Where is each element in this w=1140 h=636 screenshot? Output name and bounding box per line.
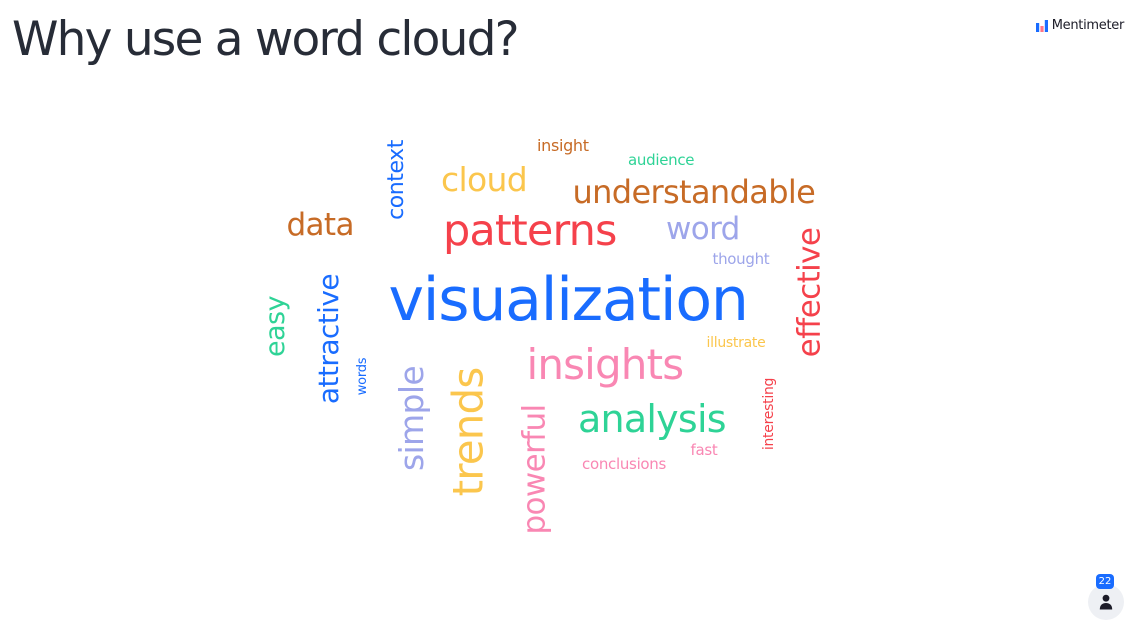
participant-count-badge: 22 <box>1096 574 1114 589</box>
logo-bar-right <box>1044 19 1048 32</box>
cloud-word-attractive: attractive <box>312 273 346 405</box>
cloud-word-simple: simple <box>391 365 431 471</box>
cloud-word-analysis: analysis <box>578 397 727 441</box>
brand-name: Mentimeter <box>1051 18 1125 33</box>
cloud-word-effective: effective <box>791 227 828 357</box>
logo-bar-left <box>1035 22 1039 32</box>
cloud-word-powerful: powerful <box>516 403 553 535</box>
cloud-word-audience: audience <box>628 150 695 169</box>
participant-counter[interactable]: 22 <box>1088 574 1124 620</box>
cloud-word-insight: insight <box>537 136 589 155</box>
cloud-word-interesting: interesting <box>761 377 778 451</box>
cloud-word-trends: trends <box>442 367 492 497</box>
cloud-word-thought: thought <box>712 249 770 268</box>
cloud-word-patterns: patterns <box>443 205 617 256</box>
cloud-word-insights: insights <box>526 340 685 389</box>
cloud-word-easy: easy <box>259 295 291 357</box>
cloud-word-conclusions: conclusions <box>582 454 667 473</box>
cloud-word-fast: fast <box>690 440 718 459</box>
brand-logo: Mentimeter <box>1035 18 1125 33</box>
slide-title: Why use a word cloud? <box>12 12 520 67</box>
cloud-word-cloud: cloud <box>441 159 528 199</box>
cloud-word-understandable: understandable <box>572 173 816 211</box>
person-icon <box>1099 594 1113 610</box>
cloud-word-words: words <box>354 357 370 395</box>
cloud-word-context: context <box>383 140 409 220</box>
avatar[interactable] <box>1088 584 1124 620</box>
cloud-word-illustrate: illustrate <box>706 335 766 351</box>
logo-bar-middle <box>1040 25 1044 32</box>
cloud-word-visualization: visualization <box>388 265 749 335</box>
cloud-word-data: data <box>286 206 355 243</box>
cloud-word-word: word <box>666 210 740 247</box>
mentimeter-logo-icon <box>1035 19 1048 32</box>
